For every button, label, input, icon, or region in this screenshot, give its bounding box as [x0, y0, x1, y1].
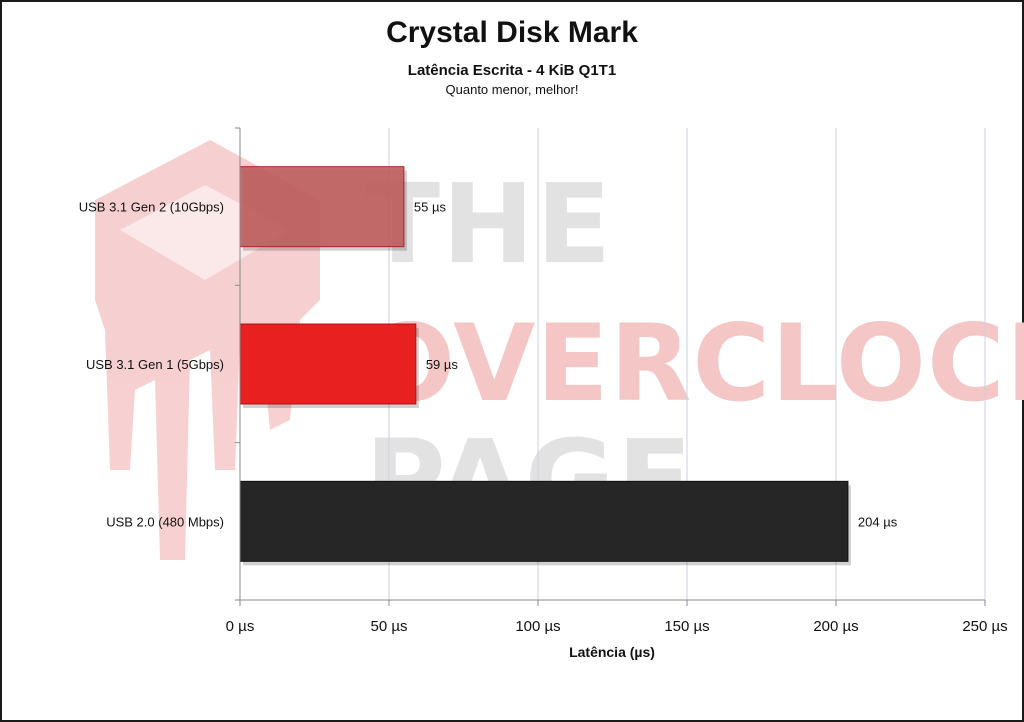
bar-value-label: 59 µs [426, 357, 459, 372]
category-label: USB 2.0 (480 Mbps) [106, 514, 224, 529]
category-label: USB 3.1 Gen 2 (10Gbps) [79, 200, 224, 215]
x-ticks: 0 µs 50 µs 100 µs 150 µs 200 µs 250 µs [226, 600, 1008, 635]
y-categories: USB 3.1 Gen 2 (10Gbps) USB 3.1 Gen 1 (5Gb… [79, 127, 240, 601]
bar-value-label: 204 µs [858, 514, 898, 529]
x-axis-title: Latência (µs) [569, 644, 655, 660]
x-tick-label: 50 µs [371, 618, 408, 635]
chart-note: Quanto menor, melhor! [445, 82, 579, 97]
bar [239, 480, 849, 562]
bar-value-label: 55 µs [414, 200, 447, 215]
x-tick-label: 100 µs [515, 618, 560, 635]
category-label: USB 3.1 Gen 1 (5Gbps) [86, 357, 224, 372]
x-tick-label: 200 µs [813, 618, 858, 635]
watermark-line-2: OVERCLOCK [365, 302, 1024, 425]
bars: 55 µs 59 µs 204 µs [239, 166, 898, 566]
chart-subtitle: Latência Escrita - 4 KiB Q1T1 [407, 62, 617, 79]
bar [239, 166, 405, 248]
x-tick-label: 0 µs [226, 618, 255, 635]
watermark-line-1: THE [365, 160, 613, 288]
bar [239, 323, 417, 405]
x-tick-label: 250 µs [962, 618, 1007, 635]
chart-title: Crystal Disk Mark [386, 16, 638, 49]
x-tick-label: 150 µs [664, 618, 709, 635]
